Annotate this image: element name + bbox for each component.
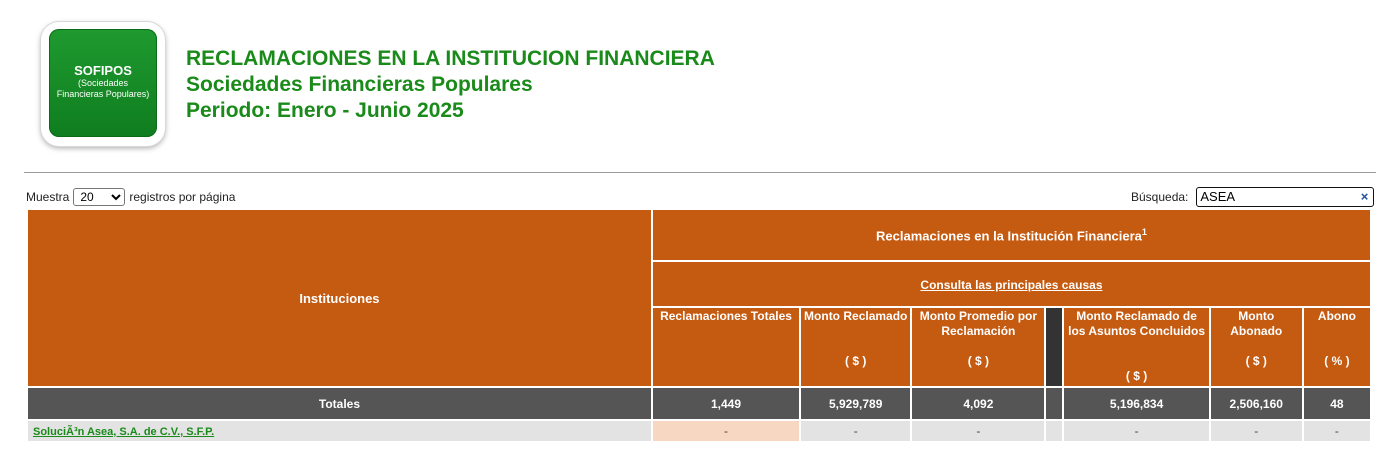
- table-cell: -: [1303, 421, 1370, 441]
- page-title: RECLAMACIONES EN LA INSTITUCION FINANCIE…: [186, 47, 715, 70]
- sofipos-logo: SOFIPOS (Sociedades Financieras Populare…: [41, 22, 165, 146]
- col-unit: ( % ): [1324, 354, 1350, 368]
- totals-cell: 2,506,160: [1210, 388, 1302, 419]
- institution-link[interactable]: SoluciÃ³n Asea, S.A. de C.V., S.F.P.: [33, 426, 215, 438]
- col-label: Monto Abonado: [1230, 309, 1283, 338]
- col-header-concluded-amount: Monto Reclamado de los Asuntos Concluido…: [1064, 308, 1209, 386]
- claims-table: Instituciones Reclamaciones en la Instit…: [26, 208, 1372, 443]
- per-page-select[interactable]: 20: [73, 188, 126, 206]
- search-control: Búsqueda: ×: [1131, 187, 1375, 207]
- col-header-amount-paid: Monto Abonado ( $ ): [1210, 308, 1302, 386]
- separator-column: [1046, 308, 1063, 386]
- page-heading: RECLAMACIONES EN LA INSTITUCION FINANCIE…: [186, 46, 715, 124]
- col-unit: ( $ ): [845, 354, 867, 368]
- institutions-header: Instituciones: [28, 210, 651, 386]
- table-cell: -: [801, 421, 911, 441]
- search-box: ×: [1196, 187, 1375, 207]
- table-cell: -: [652, 421, 800, 441]
- page-subtitle: Sociedades Financieras Populares: [186, 73, 533, 96]
- table-cell: -: [1210, 421, 1302, 441]
- table-cell: -: [912, 421, 1045, 441]
- col-header-amount-claimed: Monto Reclamado ( $ ): [801, 308, 911, 386]
- col-label: Reclamaciones Totales: [660, 309, 792, 323]
- divider: [24, 172, 1376, 173]
- clear-search-icon[interactable]: ×: [1360, 189, 1369, 204]
- separator-column: [1046, 388, 1063, 419]
- group-header: Reclamaciones en la Institución Financie…: [652, 210, 1370, 260]
- search-label: Búsqueda:: [1131, 190, 1189, 204]
- totals-cell: 48: [1303, 388, 1370, 419]
- totals-cell: 1,449: [652, 388, 800, 419]
- totals-label: Totales: [28, 388, 651, 419]
- search-input[interactable]: [1197, 188, 1354, 204]
- col-label: Monto Reclamado de los Asuntos Concluido…: [1068, 309, 1206, 338]
- institution-cell: SoluciÃ³n Asea, S.A. de C.V., S.F.P.: [28, 421, 651, 441]
- col-unit: ( $ ): [967, 354, 990, 368]
- col-header-total-claims: Reclamaciones Totales: [652, 308, 800, 386]
- col-unit: ( $ ): [1125, 369, 1148, 383]
- separator-column: [1046, 421, 1063, 441]
- logo-subtitle-1: (Sociedades: [77, 78, 129, 88]
- sofipos-logo-badge: SOFIPOS (Sociedades Financieras Populare…: [49, 29, 157, 137]
- group-header-label: Reclamaciones en la Institución Financie…: [876, 228, 1142, 244]
- logo-subtitle-2: Financieras Populares): [56, 89, 150, 99]
- footnote-marker: 1: [1141, 226, 1147, 237]
- col-header-average-amount: Monto Promedio por Reclamación ( $ ): [912, 308, 1045, 386]
- show-label: Muestra: [26, 190, 70, 204]
- col-header-payment-percent: Abono ( % ): [1303, 308, 1370, 386]
- table-cell: -: [1064, 421, 1209, 441]
- per-page-suffix: registros por página: [129, 190, 236, 204]
- col-label: Monto Reclamado: [804, 309, 908, 323]
- table-row: SoluciÃ³n Asea, S.A. de C.V., S.F.P. - -…: [28, 421, 1370, 441]
- causes-link[interactable]: Consulta las principales causas: [920, 277, 1103, 292]
- totals-row: Totales 1,449 5,929,789 4,092 5,196,834 …: [28, 388, 1370, 419]
- page-period: Periodo: Enero - Junio 2025: [186, 99, 464, 122]
- causes-header: Consulta las principales causas: [652, 262, 1370, 306]
- logo-title: SOFIPOS: [74, 63, 132, 78]
- col-label: Abono: [1317, 309, 1356, 323]
- totals-cell: 5,929,789: [801, 388, 911, 419]
- totals-cell: 4,092: [912, 388, 1045, 419]
- col-label: Monto Promedio por Reclamación: [919, 309, 1038, 338]
- col-unit: ( $ ): [1245, 354, 1267, 368]
- page-length-control: Muestra 20 registros por página: [26, 188, 235, 206]
- totals-cell: 5,196,834: [1064, 388, 1209, 419]
